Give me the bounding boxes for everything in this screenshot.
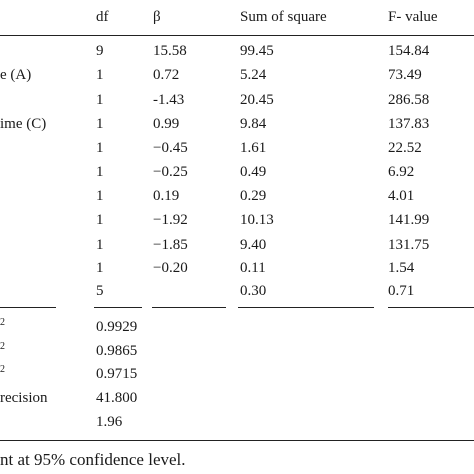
cell-sum-of-square: 0.11 — [240, 260, 266, 276]
stat-label: 2 — [0, 318, 5, 336]
cell-beta: −1.92 — [153, 212, 188, 228]
cell-sum-of-square: 0.49 — [240, 164, 267, 180]
cell-f-value: 141.99 — [388, 212, 430, 228]
residual-rule-label — [0, 307, 56, 308]
cell-f-value: 137.83 — [388, 116, 430, 132]
stat-value: 1.96 — [96, 414, 123, 430]
cell-beta: 15.58 — [153, 43, 187, 59]
cell-df: 1 — [96, 116, 104, 132]
stat-label-sup: 2 — [0, 317, 5, 328]
cell-sum-of-square: 20.45 — [240, 92, 274, 108]
cell-sum-of-square: 99.45 — [240, 43, 274, 59]
cell-sum-of-square: 5.24 — [240, 67, 267, 83]
stat-label: 2 — [0, 342, 5, 360]
cell-df: 5 — [96, 283, 104, 299]
cell-beta: −1.85 — [153, 237, 188, 253]
cell-sum-of-square: 0.30 — [240, 283, 267, 299]
header-df: df — [96, 9, 109, 25]
cell-df: 1 — [96, 164, 104, 180]
cell-df: 1 — [96, 92, 104, 108]
cell-sum-of-square: 1.61 — [240, 140, 267, 156]
cell-df: 9 — [96, 43, 104, 59]
cell-f-value: 131.75 — [388, 237, 430, 253]
stat-value: 0.9929 — [96, 319, 138, 335]
header-beta: β — [153, 9, 161, 25]
cell-sum-of-square: 9.84 — [240, 116, 267, 132]
cell-beta: −0.45 — [153, 140, 188, 156]
cell-beta: -1.43 — [153, 92, 185, 108]
stat-value: 41.800 — [96, 390, 138, 406]
stat-value: 0.9715 — [96, 366, 138, 382]
cell-beta: −0.25 — [153, 164, 188, 180]
cell-df: 1 — [96, 188, 104, 204]
cell-f-value: 6.92 — [388, 164, 415, 180]
cell-sum-of-square: 9.40 — [240, 237, 267, 253]
cell-df: 1 — [96, 67, 104, 83]
cell-beta: 0.19 — [153, 188, 180, 204]
stat-value: 0.9865 — [96, 343, 138, 359]
residual-rule-df — [94, 307, 142, 308]
cell-df: 1 — [96, 260, 104, 276]
cell-f-value: 22.52 — [388, 140, 422, 156]
cell-df: 1 — [96, 212, 104, 228]
cell-f-value: 73.49 — [388, 67, 422, 83]
row-label: e (A) — [0, 67, 32, 83]
cell-f-value: 1.54 — [388, 260, 415, 276]
header-f-value: F- value — [388, 9, 438, 25]
row-label: ime (C) — [0, 116, 47, 132]
cell-beta: −0.20 — [153, 260, 188, 276]
header-rule — [0, 35, 474, 36]
stat-label: 2 — [0, 365, 5, 383]
stat-label-sup: 2 — [0, 364, 5, 375]
table-footnote: nt at 95% confidence level. — [0, 450, 186, 469]
cell-df: 1 — [96, 140, 104, 156]
cell-beta: 0.99 — [153, 116, 180, 132]
residual-rule-ss — [238, 307, 374, 308]
header-sum-of-square: Sum of square — [240, 9, 327, 25]
stat-label-sup: 2 — [0, 341, 5, 352]
cell-f-value: 154.84 — [388, 43, 430, 59]
cell-f-value: 4.01 — [388, 188, 415, 204]
cell-sum-of-square: 10.13 — [240, 212, 274, 228]
stat-label: recision — [0, 390, 48, 406]
residual-rule-beta — [152, 307, 226, 308]
cell-df: 1 — [96, 237, 104, 253]
residual-rule-f — [388, 307, 474, 308]
bottom-rule — [0, 440, 474, 441]
cell-beta: 0.72 — [153, 67, 180, 83]
cell-sum-of-square: 0.29 — [240, 188, 267, 204]
cell-f-value: 0.71 — [388, 283, 415, 299]
cell-f-value: 286.58 — [388, 92, 430, 108]
